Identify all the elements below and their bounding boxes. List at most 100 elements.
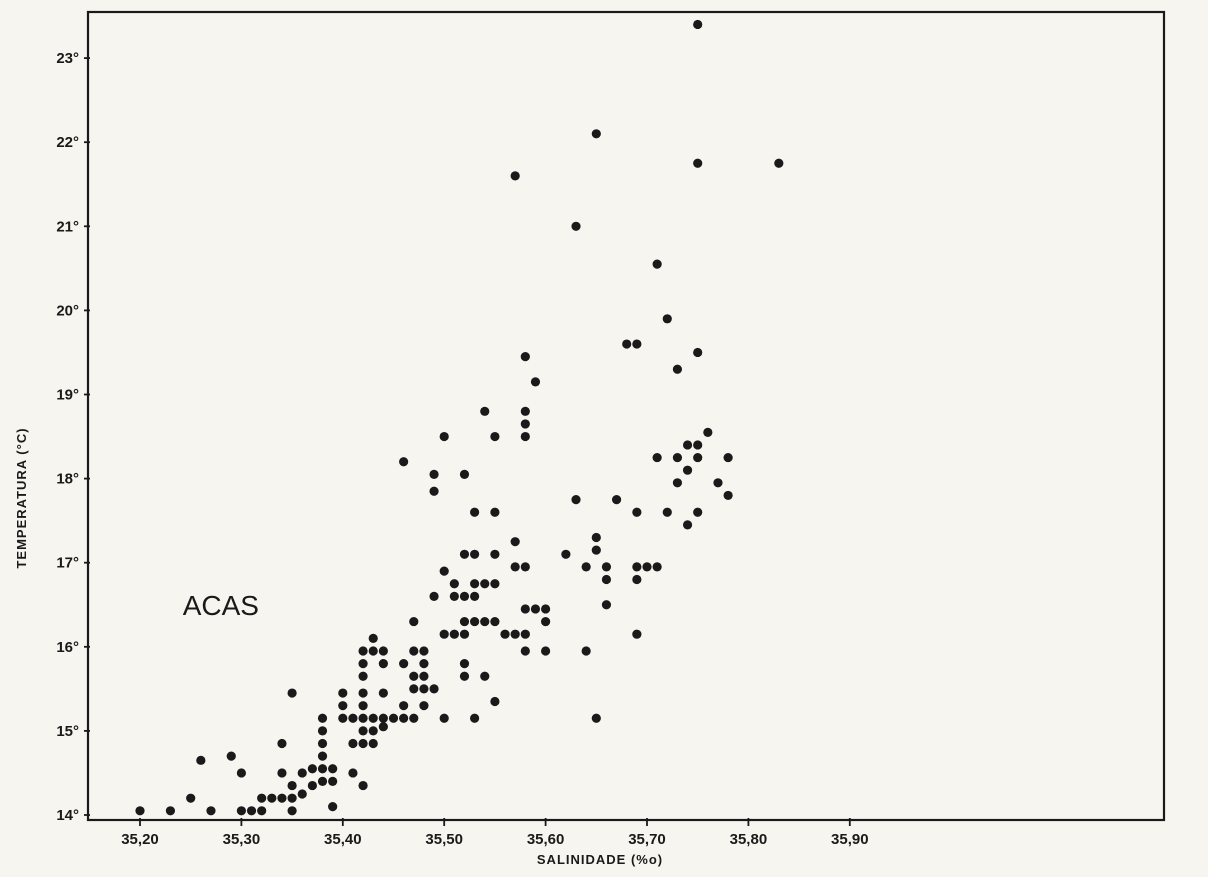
data-point (459, 591, 470, 601)
data-point (723, 452, 733, 463)
data-point (226, 751, 236, 761)
data-point (459, 616, 470, 627)
data-point (490, 579, 500, 589)
annotations: ACAS (183, 590, 259, 621)
data-point (196, 755, 206, 765)
data-point (693, 440, 703, 450)
data-point (480, 406, 490, 416)
data-point (480, 671, 490, 681)
data-point (277, 768, 287, 778)
data-point (672, 478, 683, 488)
data-point (520, 406, 530, 416)
data-point (541, 646, 551, 656)
data-point (378, 688, 388, 698)
data-point (591, 129, 601, 139)
data-point (429, 486, 439, 496)
x-tick-label: 35,30 (223, 831, 261, 848)
data-point (358, 713, 368, 723)
data-point (277, 738, 287, 749)
data-point (459, 671, 470, 681)
data-point (510, 537, 520, 547)
x-tick-label: 35,20 (121, 831, 159, 848)
data-point (287, 806, 297, 816)
data-point (317, 751, 328, 761)
data-point (409, 616, 419, 627)
data-point (307, 764, 317, 774)
data-point (236, 806, 246, 816)
annotation-label: ACAS (183, 590, 259, 621)
data-point (591, 532, 601, 543)
data-point (246, 806, 257, 816)
data-point (135, 806, 145, 816)
data-point (348, 713, 358, 723)
data-point (520, 431, 530, 442)
data-point (490, 616, 500, 627)
data-point (449, 579, 459, 589)
data-point (490, 507, 500, 517)
data-point (409, 671, 419, 681)
x-tick-label: 35,70 (628, 831, 666, 848)
data-point (682, 465, 693, 475)
data-point (409, 713, 419, 723)
data-point (257, 806, 267, 816)
data-point (662, 507, 672, 517)
data-point (368, 646, 378, 656)
data-point (652, 259, 662, 269)
data-point (774, 158, 784, 168)
data-point (520, 562, 530, 572)
data-point (490, 431, 500, 442)
data-point (439, 713, 449, 723)
x-axis: 35,20 35,30 35,40 35,50 35,60 35,70 35,80 35,90 (121, 818, 869, 848)
data-point (693, 347, 703, 358)
data-point (459, 659, 470, 669)
data-point (632, 339, 642, 349)
data-point (297, 768, 307, 778)
data-point (601, 562, 612, 572)
data-point (429, 591, 439, 601)
data-point (490, 549, 500, 559)
data-point (632, 629, 642, 639)
data-point (317, 764, 328, 774)
data-point (571, 495, 581, 505)
data-point (520, 646, 530, 656)
data-point (358, 659, 368, 669)
data-point (470, 549, 480, 559)
data-point (541, 616, 551, 627)
data-point (358, 738, 368, 749)
y-tick-label: 17° (56, 555, 79, 572)
y-tick-label: 19° (56, 387, 79, 404)
data-point (388, 713, 399, 723)
data-point (693, 158, 703, 168)
data-point (368, 713, 378, 723)
data-point (348, 738, 358, 749)
data-point (662, 314, 672, 324)
data-point (693, 19, 703, 30)
data-point (328, 776, 338, 786)
data-point (459, 469, 470, 479)
data-point (236, 768, 246, 778)
x-tick-label: 35,90 (831, 831, 869, 848)
data-point (368, 738, 378, 749)
data-point (693, 507, 703, 517)
x-tick-label: 35,60 (527, 831, 565, 848)
data-point (520, 419, 530, 429)
data-point (490, 696, 500, 707)
data-point (287, 793, 297, 803)
data-point (419, 671, 429, 681)
data-point (165, 806, 176, 816)
data-point (561, 549, 571, 559)
y-tick-label: 18° (56, 471, 79, 488)
data-point (378, 646, 388, 656)
data-point (307, 780, 317, 791)
data-point (358, 726, 368, 736)
data-point (409, 646, 419, 656)
data-point (419, 659, 429, 669)
data-point (591, 713, 601, 723)
data-point (186, 793, 196, 803)
data-point (206, 806, 216, 816)
data-point (419, 701, 429, 711)
data-point (419, 684, 429, 694)
data-point (287, 688, 297, 698)
data-point (601, 600, 612, 610)
